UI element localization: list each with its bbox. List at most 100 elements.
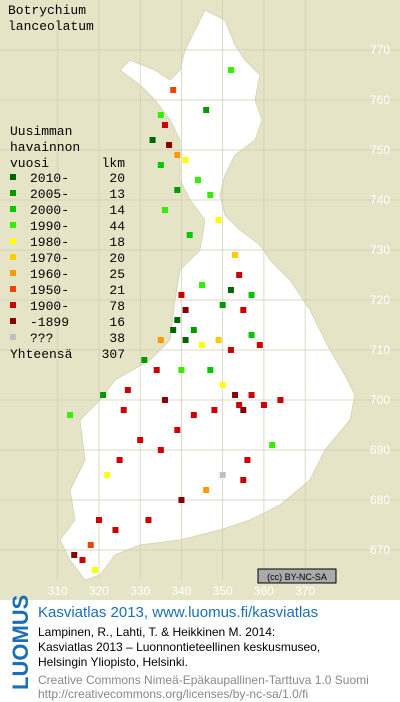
legend-label: 1960-: [30, 267, 69, 282]
observation: [100, 392, 107, 398]
observation: [248, 332, 255, 338]
observation: [178, 367, 185, 373]
badge-box: [257, 568, 337, 584]
legend-label: 1990-: [30, 219, 69, 234]
observation: [120, 407, 127, 413]
observation: [161, 207, 168, 213]
observation: [149, 137, 156, 143]
y-tick-label: 680: [370, 493, 390, 507]
legend-swatch: [10, 334, 16, 340]
legend-label: 2010-: [30, 171, 69, 186]
grid: 310 320 330 340 350 360 370 770 760 750 740 730 720 7…: [0, 0, 400, 598]
observation: [170, 87, 177, 93]
license-badge: (cc) BY-NC-SA: [257, 568, 337, 584]
badge-text: (cc) BY-NC-SA: [267, 572, 327, 582]
legend-swatch: [10, 254, 16, 260]
observation: [227, 67, 234, 73]
y-tick-label: 720: [370, 293, 390, 307]
observation: [182, 337, 189, 343]
legend-count: 20: [109, 171, 125, 186]
observation: [79, 557, 86, 563]
legend-label: 1970-: [30, 251, 69, 266]
observation: [203, 107, 210, 113]
citation-line: Lampinen, R., Lahti, T. & Heikkinen M. 2…: [38, 625, 275, 639]
legend-count: 25: [109, 267, 125, 282]
observation: [219, 472, 226, 478]
x-tick-label: 370: [295, 584, 315, 598]
y-tick-label: 700: [370, 393, 390, 407]
y-tick-label: 750: [370, 143, 390, 157]
citation-line: Helsingin Yliopisto, Helsinki.: [38, 655, 188, 669]
observation: [240, 307, 247, 313]
observation: [190, 412, 197, 418]
observation: [157, 112, 164, 118]
observation: [67, 412, 74, 418]
observation: [236, 402, 243, 408]
x-tick-label: 350: [213, 584, 233, 598]
y-tick-label: 770: [370, 43, 390, 57]
license-line: Creative Commons Nimeä-Epäkaupallinen-Ta…: [38, 673, 369, 687]
observation: [207, 192, 214, 198]
observation: [244, 457, 251, 463]
observation: [104, 472, 111, 478]
observation: [161, 122, 168, 128]
observation: [157, 337, 164, 343]
observation: [232, 252, 239, 258]
legend-swatch: [10, 206, 16, 212]
y-tick-label: 710: [370, 343, 390, 357]
legend-count: 18: [109, 235, 125, 250]
observation: [174, 427, 181, 433]
legend-count: 38: [109, 331, 125, 346]
license-line: http://creativecommons.org/licenses/by-n…: [38, 687, 308, 701]
legend-swatch: [10, 238, 16, 244]
observation: [153, 367, 160, 373]
observation: [219, 302, 226, 308]
observation: [190, 327, 197, 333]
legend-label: -1899: [30, 315, 69, 330]
legend-label: 1980-: [30, 235, 69, 250]
observation: [124, 387, 131, 393]
observation: [166, 142, 173, 148]
observation: [91, 567, 98, 573]
observation: [87, 542, 94, 548]
observation: [137, 437, 144, 443]
observation: [269, 442, 276, 448]
legend-count: 21: [109, 283, 125, 298]
finland-outline: [59, 9, 356, 581]
legend-swatch: [10, 302, 16, 308]
observation: [174, 187, 181, 193]
observation: [145, 517, 152, 523]
x-tick-label: 340: [171, 584, 191, 598]
observation: [203, 487, 210, 493]
observations: [67, 67, 284, 573]
observation: [232, 392, 239, 398]
observation: [248, 292, 255, 298]
observation: [157, 162, 164, 168]
observation: [178, 497, 185, 503]
observation: [211, 407, 218, 413]
y-tick-label: 670: [370, 543, 390, 557]
legend-swatch: [10, 190, 16, 196]
observation: [116, 457, 123, 463]
legend-swatch: [10, 222, 16, 228]
legend-swatch: [10, 318, 16, 324]
brand: LUOMUS: [8, 595, 33, 690]
observation: [182, 157, 189, 163]
observation: [157, 447, 164, 453]
legend-label: 1900-: [30, 299, 69, 314]
observation: [215, 217, 222, 223]
observation: [215, 337, 222, 343]
y-tick-label: 740: [370, 193, 390, 207]
legend-count: 44: [109, 219, 125, 234]
observation: [219, 382, 226, 388]
title-line: Botrychium: [8, 3, 86, 18]
legend-swatch: [10, 174, 16, 180]
legend-count: 78: [109, 299, 125, 314]
x-tick-label: 330: [130, 584, 150, 598]
observation: [199, 342, 206, 348]
footer-title: Kasviatlas 2013, www.luomus.fi/kasviatla…: [38, 604, 318, 621]
legend-label: 1950-: [30, 283, 69, 298]
observation: [240, 407, 247, 413]
observation: [207, 367, 214, 373]
